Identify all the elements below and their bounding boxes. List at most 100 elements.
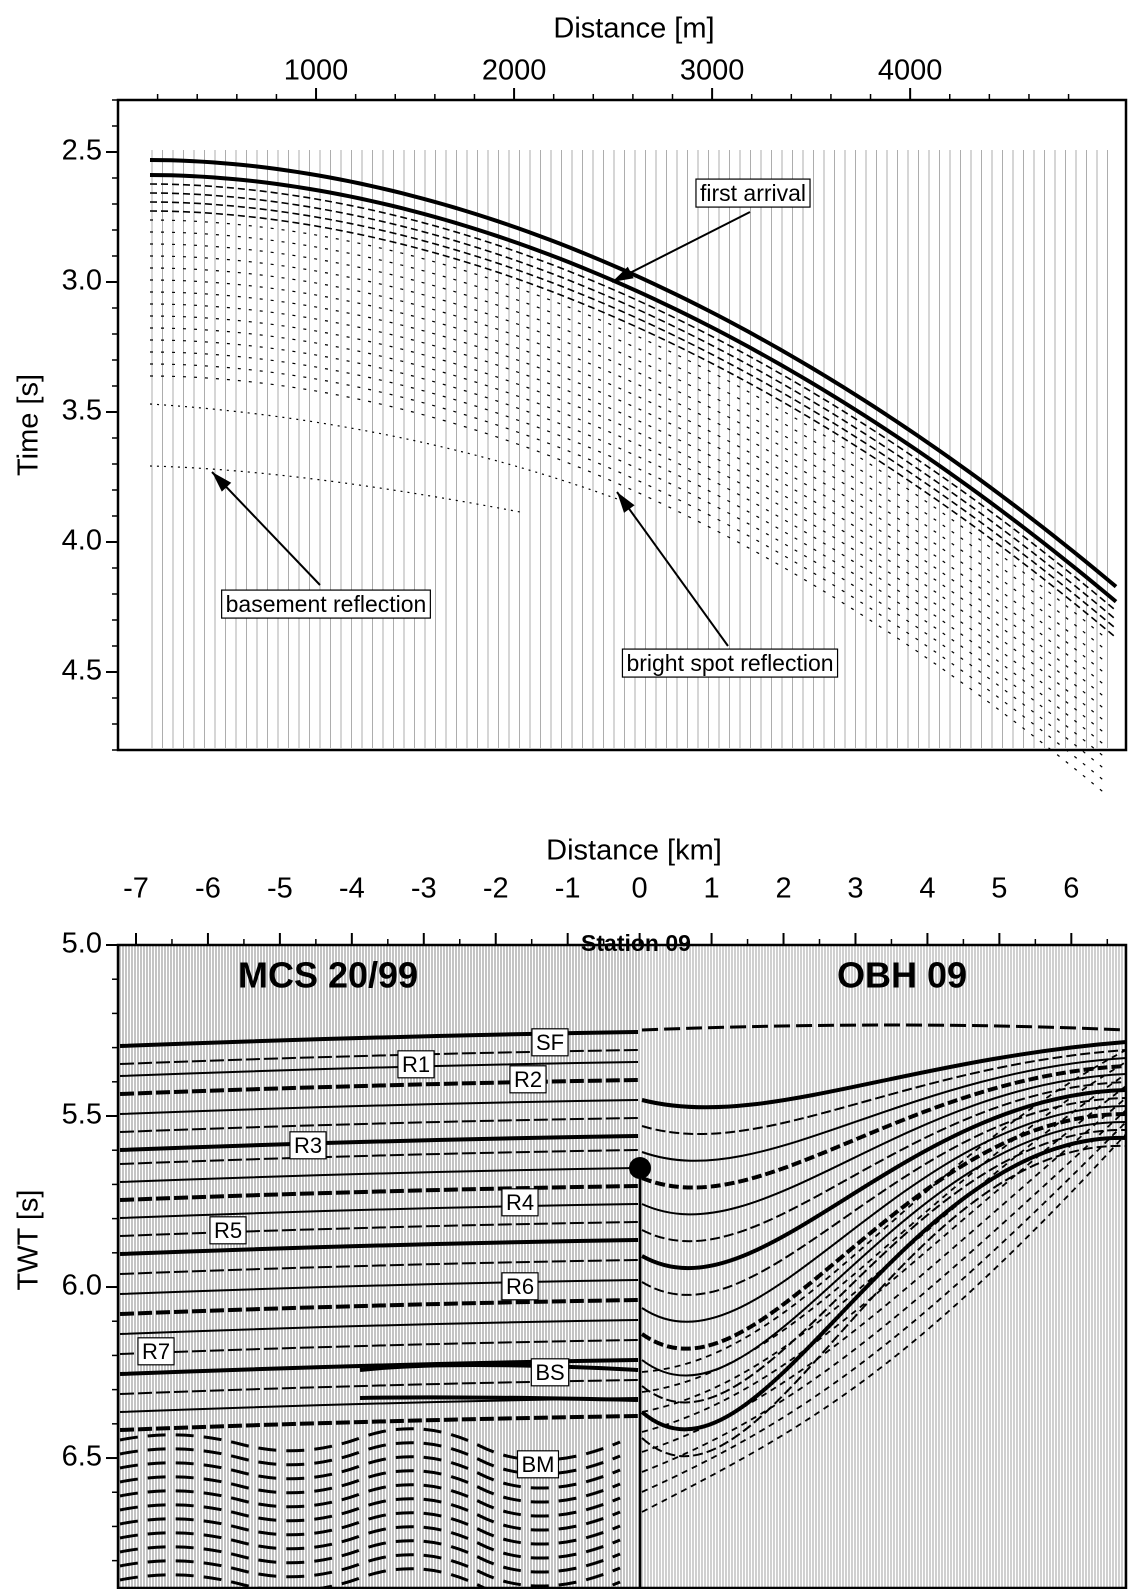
y-axis-label: TWT [s]: [13, 1190, 45, 1291]
arrow-shaft: [211, 471, 321, 586]
horizon-label-box: [289, 1131, 327, 1160]
panel-label: Station 09: [581, 930, 691, 956]
horizon-label-box: [137, 1337, 175, 1366]
horizon: [119, 1259, 639, 1275]
y-tick-label: 4.0: [62, 525, 102, 557]
horizon: [119, 1379, 639, 1395]
horizon-label: SF: [536, 1030, 564, 1055]
horizon: [119, 1167, 639, 1183]
horizon: [119, 1238, 639, 1256]
horizon-label-box: [501, 1272, 539, 1301]
obh-arrival: [641, 1128, 1127, 1404]
x-tick-label: 4: [919, 873, 935, 905]
annotation: bright spot reflection: [626, 650, 833, 676]
horizon: [119, 1061, 639, 1077]
x-tick-label: -2: [483, 873, 509, 905]
coda: [149, 363, 1106, 783]
obh-arrival: [641, 1133, 1127, 1513]
first-arrival-wavelet: [149, 192, 1117, 621]
first-arrival-wavelet: [149, 183, 1117, 612]
horizon-label: R3: [294, 1133, 322, 1158]
arrow-shaft: [616, 491, 729, 647]
reflection: [149, 465, 521, 513]
obh-arrival: [641, 1023, 1127, 1032]
x-tick-label: -3: [411, 873, 437, 905]
y-axis-label: Time [s]: [13, 374, 45, 476]
horizon: [119, 1511, 621, 1546]
first-arrival-wavelet: [149, 158, 1118, 589]
horizon: [119, 1525, 621, 1560]
horizon: [119, 1339, 639, 1355]
horizon-label: R5: [214, 1218, 242, 1243]
x-tick-label: 0: [632, 873, 648, 905]
x-axis-label: Distance [km]: [546, 835, 722, 867]
annotation: basement reflection: [226, 591, 427, 617]
station-marker: [629, 1157, 651, 1179]
horizon: [359, 1363, 639, 1372]
horizon: [119, 1203, 639, 1219]
x-axis-label: Distance [m]: [553, 13, 714, 45]
obh-arrival: [641, 1085, 1127, 1433]
plot-frame: [116, 98, 1128, 752]
horizon: [119, 1279, 639, 1295]
horizon-label: R2: [514, 1067, 542, 1092]
horizon: [359, 1395, 639, 1402]
y-tick-label: 6.0: [62, 1270, 102, 1302]
x-tick-label: 1: [704, 873, 720, 905]
first-arrival-wavelet: [149, 173, 1118, 604]
horizon: [119, 1078, 639, 1096]
annotation: first arrival: [700, 180, 806, 206]
y-tick-label: 3.0: [62, 265, 102, 297]
plot-frame: [116, 943, 1128, 1589]
x-tick-label: 6: [1063, 873, 1079, 905]
obh-arrival: [641, 1049, 1127, 1135]
first-arrival-wavelet: [149, 210, 1117, 639]
horizon-label-box: [530, 1358, 570, 1387]
obh-arrival: [641, 1105, 1127, 1323]
horizon-label-box: [397, 1050, 435, 1079]
x-tick-label: -1: [555, 873, 581, 905]
horizon: [119, 1221, 639, 1237]
horizon: [119, 1298, 639, 1316]
coda: [149, 351, 1106, 771]
x-tick-label: 2: [775, 873, 791, 905]
horizon: [119, 1455, 621, 1490]
obh-arrival: [640, 1112, 1127, 1351]
x-tick-label: -5: [267, 873, 293, 905]
x-tick-label: 1000: [284, 55, 349, 87]
horizon-label-box: [501, 1188, 539, 1217]
horizon: [119, 1497, 621, 1532]
obh-arrival: [640, 1135, 1127, 1432]
horizon: [119, 1427, 621, 1462]
horizon-label: BM: [522, 1452, 555, 1477]
horizon: [119, 1567, 621, 1589]
arrow-head: [212, 472, 232, 492]
horizon-label-box: [531, 1028, 569, 1057]
horizon: [119, 1441, 621, 1476]
x-tick-label: -7: [123, 873, 149, 905]
arrow-shaft: [611, 211, 751, 283]
horizon-label: R4: [506, 1190, 534, 1215]
y-tick-label: 2.5: [62, 135, 102, 167]
horizon: [119, 1319, 639, 1335]
y-tick-label: 6.5: [62, 1441, 102, 1473]
horizon-label-box: [509, 1065, 547, 1094]
obh-arrival: [641, 1097, 1127, 1296]
obh-arrival: [641, 1144, 1127, 1457]
x-tick-label: 4000: [878, 55, 943, 87]
annotation-box: [221, 589, 431, 619]
obh-arrival: [641, 1088, 1127, 1270]
y-tick-label: 5.5: [62, 1099, 102, 1131]
x-tick-label: -6: [195, 873, 221, 905]
panel-label: MCS 20/99: [238, 955, 418, 996]
horizon: [119, 1553, 621, 1588]
coda: [149, 339, 1106, 759]
y-tick-label: 5.0: [62, 928, 102, 960]
horizon: [119, 1483, 621, 1518]
horizon: [119, 1469, 621, 1504]
horizon: [119, 1414, 639, 1432]
arrow-head: [617, 492, 635, 513]
obh-arrival: [641, 1040, 1127, 1110]
x-tick-label: 2000: [482, 55, 547, 87]
